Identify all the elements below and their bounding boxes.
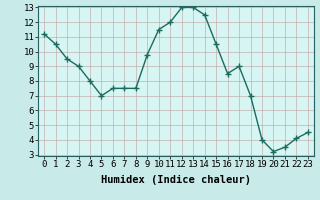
- X-axis label: Humidex (Indice chaleur): Humidex (Indice chaleur): [101, 175, 251, 185]
